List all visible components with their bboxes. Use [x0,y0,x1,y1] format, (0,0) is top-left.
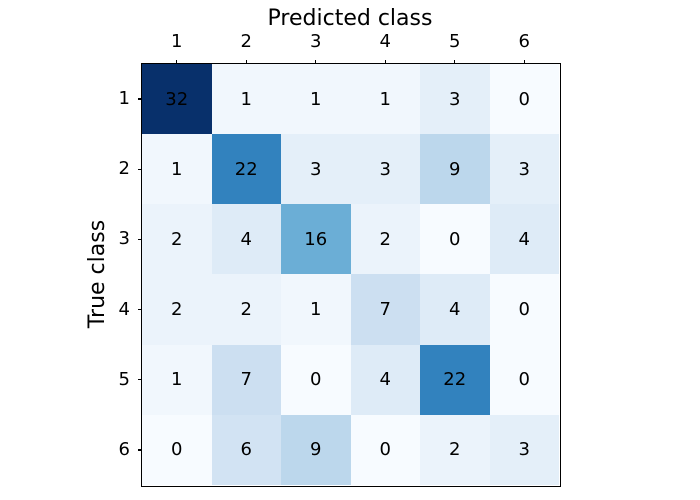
heatmap-cell-r3c6: 4 [489,204,559,275]
heatmap-cell-r4c5: 4 [420,274,490,345]
heatmap-cell-r5c2: 7 [211,344,281,415]
heatmap-cell-r6c5: 2 [420,414,490,485]
heatmap-cell-r3c3: 16 [281,204,351,275]
y-tick-label-2: 2 [118,158,130,180]
heatmap-cell-r3c2: 4 [211,204,281,275]
heatmap-grid: 32 1 1 1 3 0 1 22 3 3 9 3 2 4 16 2 0 4 2 2 1 7 4 0 1 7 0 4 22 0 0 6 9 0 2 3 [142,64,559,485]
y-tick-label-6: 6 [118,438,130,460]
heatmap-cell-r4c3: 1 [281,274,351,345]
heatmap-cell-r4c6: 0 [489,274,559,345]
heatmap-cell-r1c1: 32 [142,64,212,135]
heatmap-cell-r6c1: 0 [142,414,212,485]
heatmap-cell-r4c1: 2 [142,274,212,345]
x-tick-label-1: 1 [171,31,183,52]
axes-border [140,62,561,487]
heatmap-cell-r5c6: 0 [489,344,559,415]
heatmap-cell-r5c1: 1 [142,344,212,415]
heatmap-cell-r6c3: 9 [281,414,351,485]
y-tick-label-1: 1 [118,88,130,110]
heatmap-cell-r4c2: 2 [211,274,281,345]
heatmap-cell-r6c6: 3 [489,414,559,485]
heatmap-cell-r2c6: 3 [489,134,559,205]
heatmap-cell-r2c4: 3 [350,134,420,205]
heatmap-cell-r4c4: 7 [350,274,420,345]
x-tick-label-6: 6 [518,31,530,52]
heatmap-cell-r1c2: 1 [211,64,281,135]
heatmap-cell-r1c4: 1 [350,64,420,135]
heatmap-cell-r3c4: 2 [350,204,420,275]
heatmap-cell-r5c5: 22 [420,344,490,415]
y-axis-title: True class [85,219,110,329]
heatmap-cell-r6c4: 0 [350,414,420,485]
heatmap-cell-r1c6: 0 [489,64,559,135]
heatmap-cell-r6c2: 6 [211,414,281,485]
x-axis-title: Predicted class [267,6,433,31]
heatmap-cell-r3c5: 0 [420,204,490,275]
heatmap-cell-r1c3: 1 [281,64,351,135]
heatmap-cell-r3c1: 2 [142,204,212,275]
x-tick-label-4: 4 [379,31,391,52]
heatmap-cell-r2c5: 9 [420,134,490,205]
heatmap-cell-r1c5: 3 [420,64,490,135]
x-tick-label-5: 5 [449,31,461,52]
heatmap-cell-r5c3: 0 [281,344,351,415]
heatmap-cell-r2c2: 22 [211,134,281,205]
y-tick-label-5: 5 [118,368,130,390]
heatmap-cell-r5c4: 4 [350,344,420,415]
heatmap-cell-r2c1: 1 [142,134,212,205]
heatmap-cell-r2c3: 3 [281,134,351,205]
x-tick-label-3: 3 [310,31,322,52]
x-tick-label-2: 2 [240,31,252,52]
